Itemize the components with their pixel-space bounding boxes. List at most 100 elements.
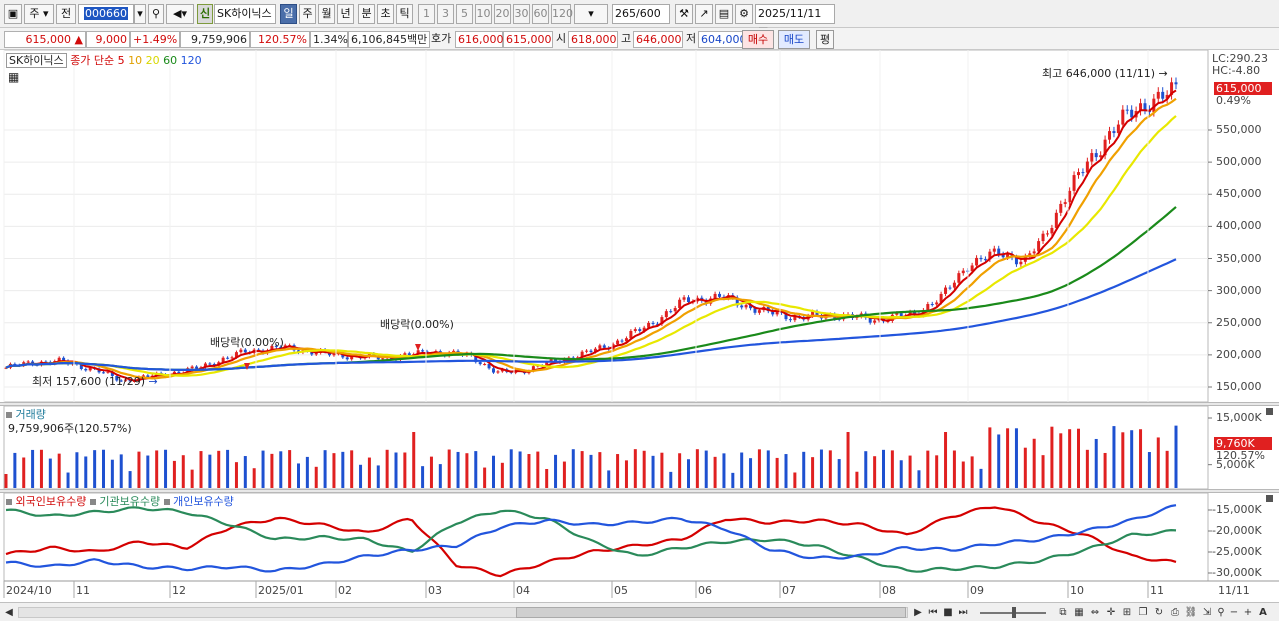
candle-body [895, 313, 899, 315]
tab-week[interactable]: 주 [299, 4, 316, 24]
count-field[interactable]: 265/600 [612, 4, 670, 24]
volume-bar [57, 453, 61, 488]
search-icon[interactable]: ⚲ [148, 4, 164, 24]
layout-icon[interactable]: ▣ [4, 4, 22, 24]
font-size-icon[interactable]: A [1259, 607, 1267, 618]
volume-bar [1041, 455, 1045, 488]
volume-tick-label: 5,000K [1216, 457, 1255, 471]
candle-body [416, 350, 420, 355]
candle-body [749, 304, 753, 309]
chart-canvas[interactable] [0, 50, 1279, 602]
volume-bar [341, 451, 345, 488]
interval-60[interactable]: 60 [532, 4, 549, 24]
candle-body [146, 375, 150, 378]
zoom-slider-handle[interactable] [1012, 607, 1016, 618]
stock-code-input[interactable]: 000660 [78, 4, 134, 24]
interval-5[interactable]: 5 [456, 4, 473, 24]
gear-icon[interactable]: ⚙ [735, 4, 753, 24]
volume-bar [93, 450, 97, 488]
bottom-scrollbar[interactable]: ◀ ▶ ⏮ ■ ⏭ ⧉ ▦ ⇔ ✛ ⊞ ❐ ↻ ⎙ ⛓ ⇲ ⚲ − + A [0, 602, 1279, 621]
volume-bar [234, 462, 238, 488]
volume-bar [1130, 430, 1134, 488]
volume-bar [447, 449, 451, 488]
tab-day[interactable]: 일 [280, 4, 297, 24]
interval-10[interactable]: 10 [475, 4, 492, 24]
code-dropdown-icon[interactable]: ▾ [134, 4, 146, 24]
ma5-label: 5 [117, 54, 125, 67]
refresh-icon[interactable]: ↻ [1154, 607, 1164, 618]
interval-30[interactable]: 30 [513, 4, 530, 24]
copy-icon[interactable]: ❐ [1138, 607, 1148, 618]
zoom-in-icon[interactable]: + [1243, 607, 1253, 618]
last-icon[interactable]: ⏭ [958, 607, 968, 618]
candle-body [1085, 161, 1089, 173]
volume-bar [155, 450, 159, 488]
volume-bar [128, 471, 132, 488]
ma20-label: 20 [145, 54, 160, 67]
tab-minute[interactable]: 분 [358, 4, 375, 24]
buy-button[interactable]: 매수 [742, 30, 774, 49]
grid-icon[interactable]: ▦ [1074, 607, 1084, 618]
candle-body [669, 311, 673, 313]
chart-area[interactable]: SK하이닉스 종가 단순 5 10 20 60 120 ▦ LC:290.23 … [0, 50, 1279, 602]
interval-120[interactable]: 120 [551, 4, 573, 24]
stock-name-field[interactable]: SK하이닉스 [214, 4, 276, 24]
ma5-line [5, 89, 1177, 382]
price-tick-label: 550,000 [1216, 123, 1262, 136]
crosshair-icon[interactable]: ✛ [1106, 607, 1116, 618]
split-icon[interactable]: ⧉ [1059, 607, 1067, 618]
volume-bar [562, 461, 566, 488]
draw-icon[interactable]: ↗ [695, 4, 713, 24]
eval-button[interactable]: 평 [816, 30, 834, 49]
period-select[interactable]: 주 ▾ [24, 4, 54, 24]
scroll-left-icon[interactable]: ◀ [5, 607, 13, 618]
custom-interval-select[interactable]: ▾ [574, 4, 608, 24]
speaker-icon[interactable]: ◀▾ [166, 4, 194, 24]
tab-month[interactable]: 월 [318, 4, 335, 24]
chart-settings-icon[interactable]: ▦ [8, 70, 20, 84]
date-field[interactable]: 2025/11/11 ▦ [755, 4, 835, 38]
print-icon[interactable]: ⎙ [1171, 607, 1179, 618]
volume-bar [935, 455, 939, 488]
zoom-icon[interactable]: ⚲ [1217, 607, 1225, 618]
zoom-out-icon[interactable]: − [1229, 607, 1239, 618]
scroll-track[interactable] [18, 607, 908, 618]
volume-bar [811, 457, 815, 488]
first-icon[interactable]: ⏮ [928, 607, 938, 618]
bid-price: 615,000 [503, 31, 553, 48]
play-icon[interactable]: ▶ [914, 607, 922, 618]
sell-button[interactable]: 매도 [778, 30, 810, 49]
pan-icon[interactable]: ⇔ [1090, 607, 1100, 618]
pane-divider[interactable] [0, 489, 1279, 493]
volume-bar [589, 454, 593, 488]
tab-second[interactable]: 초 [377, 4, 394, 24]
tools-icon[interactable]: ⚒ [675, 4, 693, 24]
link-icon[interactable]: ⛓ [1184, 607, 1198, 618]
candle-body [979, 257, 983, 260]
indiv-holding-line [5, 504, 1177, 573]
ma-label: 종가 단순 [70, 54, 115, 67]
candle-body [1063, 202, 1067, 204]
volume-bar [1165, 450, 1169, 488]
volume-bar [305, 456, 309, 488]
interval-3[interactable]: 3 [437, 4, 454, 24]
volume-bar [110, 459, 114, 488]
volume-bar [642, 450, 646, 488]
save-icon[interactable]: ▤ [715, 4, 733, 24]
tab-tick[interactable]: 틱 [396, 4, 413, 24]
candle-body [84, 368, 88, 371]
candle-body [203, 363, 207, 368]
compare-button[interactable]: 전 [56, 4, 76, 24]
candle-body [673, 308, 677, 312]
interval-1[interactable]: 1 [418, 4, 435, 24]
tab-year[interactable]: 년 [337, 4, 354, 24]
volume-bar [314, 466, 318, 488]
interval-20[interactable]: 20 [494, 4, 511, 24]
scroll-thumb[interactable] [516, 607, 906, 618]
low-price: 604,000 [698, 31, 747, 48]
stop-icon[interactable]: ■ [943, 607, 953, 618]
export-icon[interactable]: ⇲ [1202, 607, 1212, 618]
ruler-icon[interactable]: ⊞ [1122, 607, 1132, 618]
pane-divider[interactable] [0, 402, 1279, 406]
price-change: 9,000 [86, 31, 130, 48]
